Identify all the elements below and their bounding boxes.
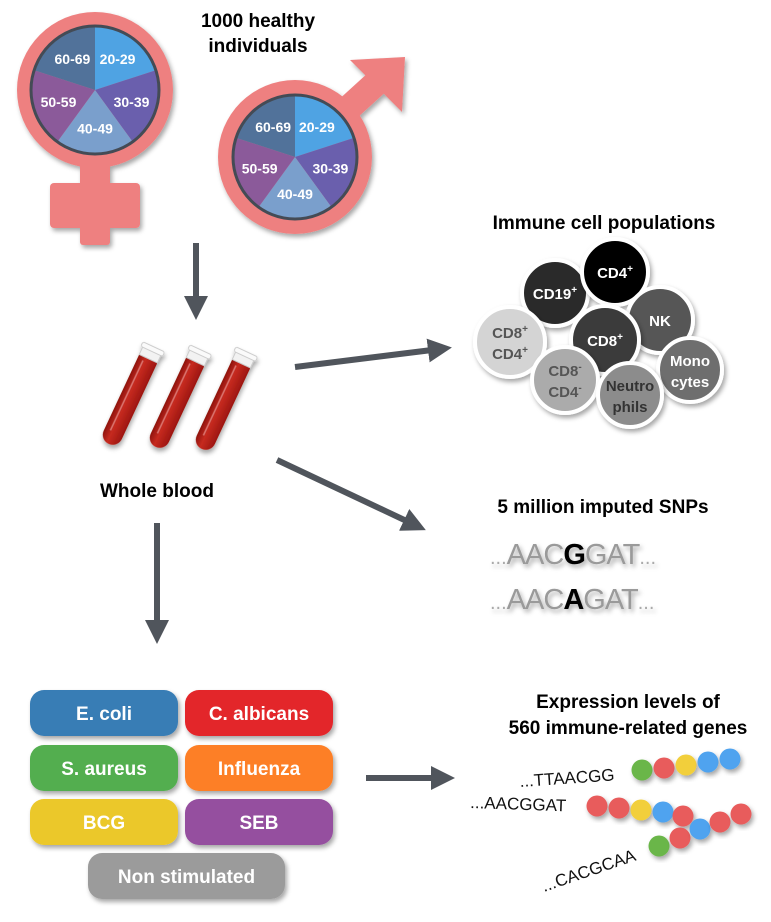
arrows [145, 243, 455, 790]
cell-label: CD4+ [597, 264, 633, 282]
age-group-label: 30-39 [114, 94, 150, 110]
gene-row: ...AACGGAT [470, 793, 694, 827]
expression-bead-green [631, 759, 653, 781]
expression-title-line1: Expression levels of [536, 692, 720, 713]
snp-sequence: ...AACAGAT... [490, 584, 654, 616]
blood-tubes [102, 341, 258, 450]
stimulus-label: C. albicans [209, 704, 309, 725]
blood-tube-icon [195, 346, 258, 450]
immune-cell-cd19pos: CD19+ [520, 258, 590, 328]
stimulus-seb: SEB [185, 799, 333, 845]
stimulus-label: S. aureus [61, 759, 147, 780]
expression-bead-green [648, 835, 670, 857]
expression-bead-red [586, 795, 608, 817]
cell-label: CD4- [548, 383, 581, 401]
gene-sequence: ...CACGCAA [539, 846, 639, 896]
age-group-label: 50-59 [242, 160, 278, 176]
stimulus-non-stimulated: Non stimulated [88, 853, 285, 899]
expression-bead-blue [689, 818, 711, 840]
pie-slice-40-49 [57, 90, 133, 155]
stimulus-label: Influenza [218, 759, 301, 780]
age-group-label: 40-49 [77, 120, 113, 136]
cell-label: CD8+ [492, 324, 528, 342]
cell-label: Neutro [606, 378, 654, 395]
immune-cell-neutrophils: Neutro phils [596, 361, 664, 429]
pie-slice-30-39 [295, 137, 357, 208]
expression-bead-blue [652, 801, 674, 823]
blood-tube-icon [149, 344, 212, 448]
expression-bead-yellow [630, 799, 652, 821]
expression-bead-red [672, 805, 694, 827]
age-group-label: 40-49 [277, 186, 313, 202]
cell-label: CD4+ [492, 345, 528, 363]
cell-label: Mono [670, 353, 710, 370]
cell-label: NK [649, 313, 671, 330]
cell-label: cytes [671, 374, 709, 391]
stimulus-bcg: BCG [30, 799, 178, 845]
immune-title: Immune cell populations [493, 213, 716, 234]
expression-title-line2: 560 immune-related genes [509, 718, 748, 739]
stimuli-grid: E. coli C. albicans S. aureus Influenza BCG S… [30, 690, 333, 899]
stimulus-influenza: Influenza [185, 745, 333, 791]
expression-bead-red [730, 803, 752, 825]
cell-label: CD19+ [533, 285, 577, 303]
expression-bead-red [669, 827, 691, 849]
gene-expression-rows: ...TTAACGG...AACGGAT ...CACGCAA [470, 748, 752, 896]
age-group-label: 30-39 [312, 160, 348, 176]
pie-outline [231, 93, 359, 221]
age-group-label: 20-29 [299, 119, 335, 135]
immune-cell-monocytes: Mono cytes [656, 336, 724, 404]
cell-label: phils [612, 399, 647, 416]
immune-cell-cd8negcd4neg: CD8- CD4- [530, 345, 600, 415]
age-group-label: 60-69 [55, 51, 91, 67]
stimulus-e-coli: E. coli [30, 690, 178, 736]
expression-bead-red [653, 757, 675, 779]
pie-slice-20-29 [295, 95, 354, 157]
age-group-label: 50-59 [41, 94, 77, 110]
pie-outline [29, 24, 161, 156]
stimulus-c-albicans: C. albicans [185, 690, 333, 736]
arrow-to-cells [294, 338, 452, 370]
arrow-to-snps [275, 457, 426, 531]
pie-slice-50-59 [233, 137, 295, 208]
pie-slice-50-59 [30, 70, 95, 142]
expression-bead-red [608, 797, 630, 819]
pie-slice-60-69 [34, 26, 95, 90]
male-age-pie: 20-29 30-39 40-49 50-59 60-69 [231, 93, 359, 221]
age-group-label: 60-69 [255, 119, 291, 135]
expression-bead-red [709, 811, 731, 833]
stimulus-label: SEB [239, 813, 278, 834]
age-group-label: 20-29 [100, 51, 136, 67]
expression-bead-yellow [675, 754, 697, 776]
snp-sequences: ...AACGGAT... ...AACAGAT... [490, 539, 656, 616]
cohort-title-line2: individuals [208, 36, 307, 57]
whole-blood-label: Whole blood [100, 481, 214, 502]
cell-label: CD8+ [587, 332, 623, 350]
stimulus-label: BCG [83, 813, 125, 834]
cell-label: CD8- [548, 362, 581, 380]
blood-tube-icon [102, 341, 165, 445]
expression-bead-blue [719, 748, 741, 770]
expression-bead-blue [697, 751, 719, 773]
cohort-title-line1: 1000 healthy [201, 11, 315, 32]
pie-slice-30-39 [95, 70, 159, 142]
gene-sequence: ...TTAACGG [519, 765, 615, 791]
gene-sequence: ...AACGGAT [470, 793, 567, 815]
immune-cell-cd8poscd4pos: CD8+ CD4+ [473, 305, 547, 379]
pie-slice-60-69 [236, 95, 295, 157]
immune-cell-cd4pos: CD4+ [580, 237, 650, 307]
pie-slice-20-29 [95, 26, 156, 90]
stimulus-label: Non stimulated [118, 867, 255, 888]
immune-cell-cluster: CD19+ CD4+ NK CD8+ CD4+ CD8+ CD8- CD4- Mono cytes… [473, 237, 724, 429]
pie-slice-40-49 [258, 157, 332, 220]
stimulus-s-aureus: S. aureus [30, 745, 178, 791]
gene-row: ...TTAACGG [519, 748, 741, 791]
stimulus-label: E. coli [76, 704, 132, 725]
snps-title: 5 million imputed SNPs [497, 497, 708, 518]
snp-sequence: ...AACGGAT... [490, 539, 656, 571]
